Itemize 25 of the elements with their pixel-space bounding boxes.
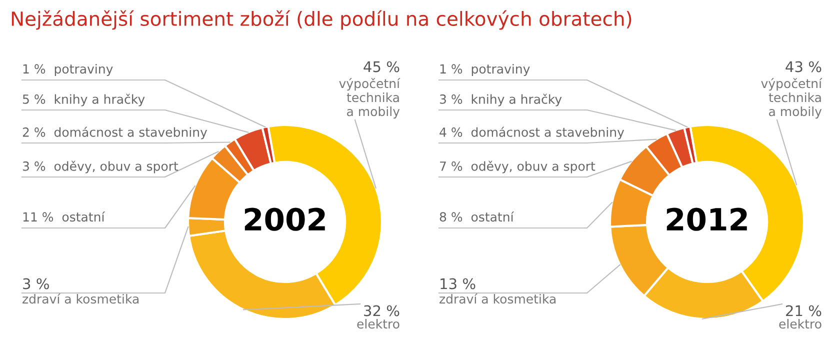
text: Nejžádanější sortiment zboží (dle podílu na celkových obratech): [12, 10, 632, 30]
data-label: 45 %: [364, 61, 400, 72]
slice-label: 3 % knihy a hračky: [440, 94, 562, 106]
slice-label: 7 % oděvy, obuv a sport: [440, 160, 596, 174]
slice-label: výpočetní technika a mobily: [761, 78, 822, 119]
slice-label: 3 % oděvy, obuv a sport: [22, 160, 178, 174]
text: 2002: [244, 208, 325, 231]
slice-label: zdraví a kosmetika: [440, 293, 556, 304]
data-label: 21 %: [786, 305, 822, 316]
data-label: 3 %: [23, 278, 49, 290]
slice-label: 1 % potraviny: [440, 64, 530, 76]
slice-label: 2 % domácnost a stavebniny: [22, 126, 208, 140]
slice-label: 1 % potraviny: [23, 64, 113, 76]
slice-label: 8 % ostatní: [440, 211, 514, 222]
slice-label: výpočetní technika a mobily: [339, 78, 400, 119]
data-label: 32 %: [364, 305, 400, 316]
slice-label: zdraví a kosmetika: [22, 293, 139, 304]
data-label: 43 %: [786, 61, 822, 72]
slice-label: 5 % knihy a hračky: [22, 94, 145, 106]
slice-label: elektro: [779, 318, 822, 329]
data-label: 13 %: [440, 278, 476, 290]
text: 2012: [666, 208, 747, 231]
slice-label: 11 % ostatní: [23, 211, 106, 222]
slice-label: 4 % domácnost a stavebniny: [440, 126, 624, 140]
slice-label: elektro: [357, 318, 400, 329]
